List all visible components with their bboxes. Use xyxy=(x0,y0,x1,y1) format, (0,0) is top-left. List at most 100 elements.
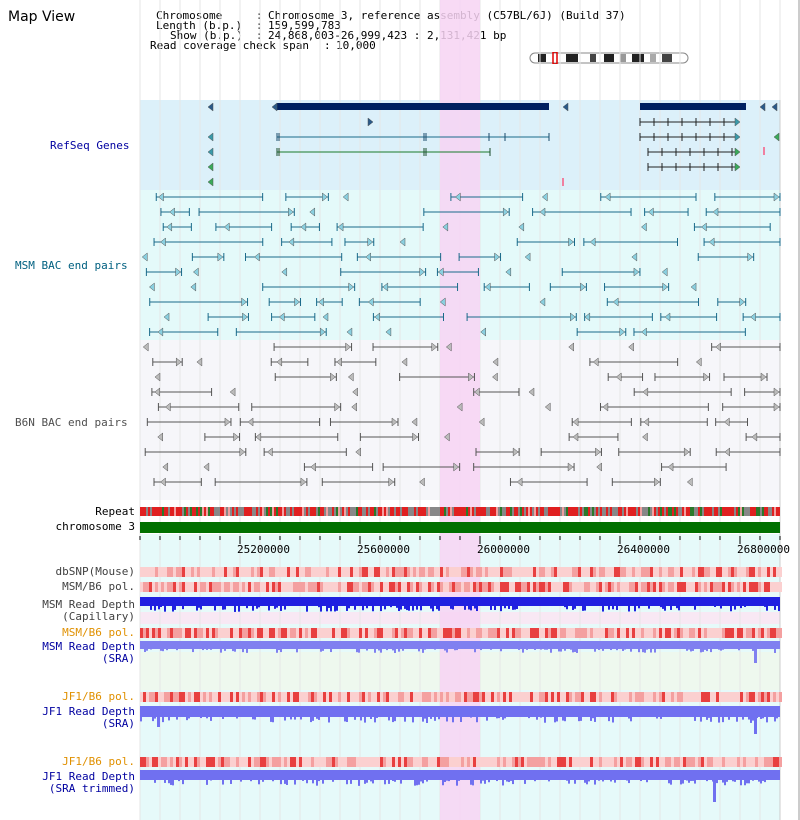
read-depth-bar xyxy=(318,717,320,720)
read-depth-bar xyxy=(240,780,242,782)
pol-heat-cell xyxy=(653,582,656,592)
repeat-segment xyxy=(262,507,264,516)
pol-heat-cell xyxy=(482,757,485,767)
pol-heat-cell xyxy=(365,692,368,702)
pol-heat-cell xyxy=(590,582,593,592)
repeat-segment xyxy=(312,507,314,516)
repeat-segment xyxy=(694,507,696,516)
pol-heat-cell xyxy=(701,567,704,577)
pol-heat-cell xyxy=(425,582,428,592)
feature-arrow xyxy=(724,447,730,457)
pol-heat-cell xyxy=(713,628,716,638)
pol-heat-cell xyxy=(338,628,341,638)
feature-arrow xyxy=(288,207,294,217)
pol-heat-cell xyxy=(719,757,722,767)
pol-heat-cell xyxy=(731,628,734,638)
pol-heat-cell xyxy=(716,692,719,702)
repeat-segment xyxy=(274,507,276,516)
track-label-b6n-bac[interactable]: B6N BAC end pairs xyxy=(15,416,128,429)
pol-heat-cell xyxy=(467,692,470,702)
track-label-msm-bac[interactable]: MSM BAC end pairs xyxy=(15,259,128,272)
pol-heat-cell xyxy=(338,692,341,702)
pol-heat-cell xyxy=(638,567,641,577)
read-depth-bar xyxy=(358,780,360,786)
repeat-segment xyxy=(554,507,556,516)
repeat-segment xyxy=(656,507,658,516)
pol-heat-cell xyxy=(488,692,491,702)
read-depth-bar xyxy=(602,649,604,651)
pol-heat-cell xyxy=(146,567,149,577)
pol-heat-cell xyxy=(737,582,740,592)
pol-heat-cell xyxy=(440,628,443,638)
feature-arrow xyxy=(242,312,248,322)
pol-heat-cell xyxy=(737,757,740,767)
pol-heat-cell xyxy=(665,567,668,577)
pol-heat-cell xyxy=(623,757,626,767)
read-depth-bar xyxy=(482,780,484,781)
pol-heat-cell xyxy=(341,757,344,767)
repeat-segment xyxy=(168,507,170,516)
pol-heat-cell xyxy=(161,567,164,577)
read-depth-bar xyxy=(328,606,330,608)
pol-heat-cell xyxy=(236,582,239,592)
pol-heat-cell xyxy=(524,567,527,577)
read-depth-bar xyxy=(448,780,450,782)
pol-heat-cell xyxy=(653,628,656,638)
pol-heat-cell xyxy=(314,692,317,702)
read-depth-bar xyxy=(668,780,670,784)
read-depth-bar xyxy=(332,780,334,782)
pol-heat-cell xyxy=(431,628,434,638)
repeat-segment xyxy=(412,507,414,516)
read-depth-bar xyxy=(522,649,524,653)
pol-heat-cell xyxy=(467,567,470,577)
pol-heat-cell xyxy=(254,628,257,638)
pol-heat-cell xyxy=(215,567,218,577)
read-depth-bar xyxy=(736,717,738,722)
read-depth-bar xyxy=(558,649,560,652)
pol-heat-cell xyxy=(308,757,311,767)
feature-arrow xyxy=(334,402,341,412)
pol-heat-cell xyxy=(593,567,596,577)
read-depth-bar xyxy=(692,649,694,651)
pol-heat-cell xyxy=(584,582,587,592)
read-depth-bar xyxy=(284,606,286,610)
pol-heat-cell xyxy=(167,628,170,638)
pol-heat-cell xyxy=(650,567,653,577)
repeat-segment xyxy=(748,507,750,516)
repeat-segment xyxy=(664,507,666,516)
pol-heat-cell xyxy=(740,582,743,592)
read-depth-bar xyxy=(198,606,200,608)
axis-tick-label: 26000000 xyxy=(477,543,530,556)
read-depth-bar xyxy=(280,606,282,611)
read-depth-bar xyxy=(232,649,234,652)
pol-heat-cell xyxy=(299,628,302,638)
read-depth-bar xyxy=(318,606,320,608)
repeat-segment xyxy=(494,507,496,516)
pol-heat-cell xyxy=(743,692,746,702)
pol-heat-cell xyxy=(353,567,356,577)
feature-arrow xyxy=(207,177,214,187)
pol-heat-cell xyxy=(311,692,314,702)
chromosome-ideogram[interactable] xyxy=(528,52,690,64)
pol-heat-cell xyxy=(455,692,458,702)
pol-heat-cell xyxy=(449,628,452,638)
pol-heat-cell xyxy=(389,567,392,577)
read-depth-bar xyxy=(526,649,528,650)
repeat-segment xyxy=(354,507,356,516)
pol-heat-cell xyxy=(707,582,710,592)
repeat-segment xyxy=(452,507,454,516)
pol-heat-cell xyxy=(635,757,638,767)
feature-arrow xyxy=(367,237,374,247)
pol-heat-cell xyxy=(602,628,605,638)
track-label-refseq[interactable]: RefSeq Genes xyxy=(50,139,130,152)
repeat-segment xyxy=(318,507,320,516)
pol-heat-cell xyxy=(767,582,770,592)
pol-heat-cell xyxy=(491,757,494,767)
pol-heat-cell xyxy=(395,757,398,767)
read-depth-bar xyxy=(778,606,780,612)
repeat-segment xyxy=(256,507,258,516)
pol-heat-cell xyxy=(680,692,683,702)
read-depth-bar xyxy=(418,649,420,652)
repeat-segment xyxy=(482,507,484,516)
